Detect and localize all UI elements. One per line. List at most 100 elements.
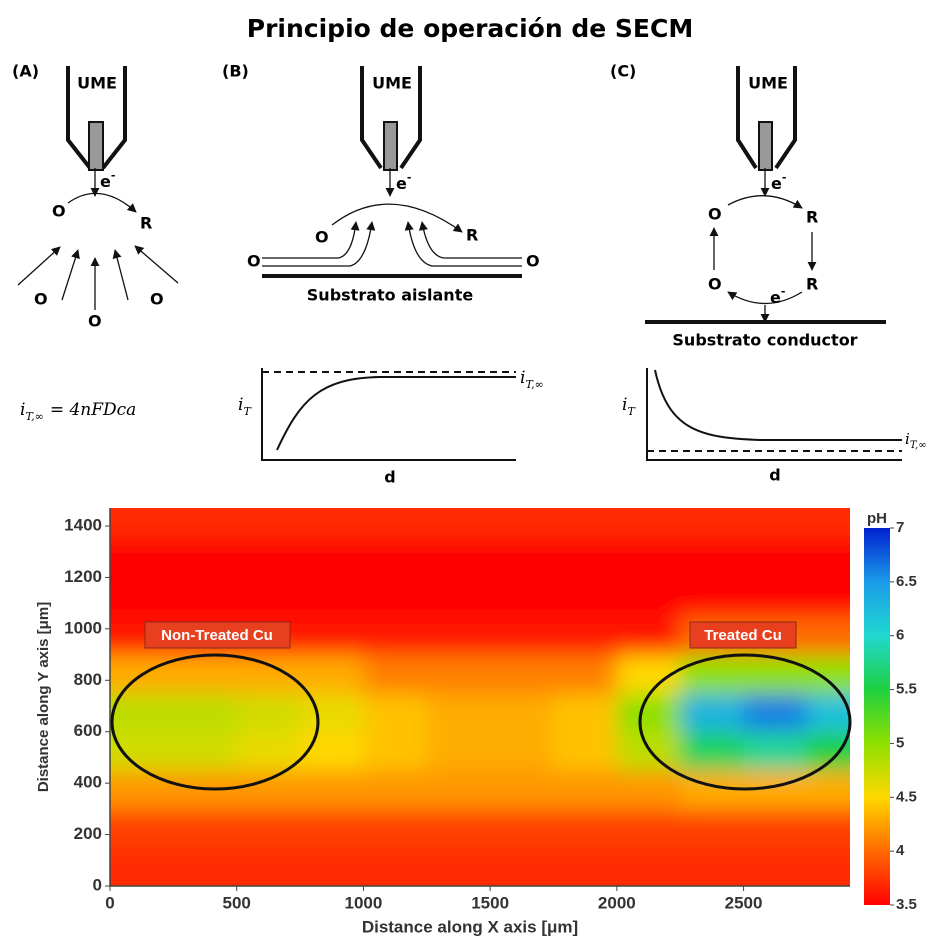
heat-cell	[363, 770, 428, 810]
arrow	[67, 192, 137, 213]
species: O	[150, 290, 164, 309]
heat-cell	[236, 693, 301, 733]
heat-cell	[426, 654, 491, 694]
heat-cell	[806, 577, 850, 617]
limit-label: iT,∞	[905, 430, 927, 451]
heat-cell	[490, 577, 554, 617]
heat-cell	[743, 808, 808, 848]
y-tick-label: 1400	[64, 515, 102, 534]
heat-cell	[553, 808, 618, 848]
heat-cell	[490, 693, 554, 733]
heat-cell	[173, 847, 238, 886]
heat-cell	[553, 770, 618, 810]
heat-cell	[363, 616, 428, 656]
x-tick-label: 2500	[725, 893, 763, 912]
heat-cell	[490, 508, 554, 540]
x-label: d	[384, 468, 395, 487]
heat-cell	[806, 538, 850, 578]
heat-cell	[553, 616, 618, 656]
panel-a: (A) UME e- O R O O O iT,∞ = 4nFDca	[12, 62, 179, 423]
y-tick-label: 800	[74, 670, 102, 689]
y-label-sub: T	[243, 405, 252, 418]
x-tick-label: 1000	[345, 893, 383, 912]
heat-cell	[743, 538, 808, 578]
x-label: d	[769, 466, 780, 485]
limit-label-sub: T,∞	[910, 440, 927, 451]
heat-cell	[426, 847, 491, 886]
electron: e-	[771, 171, 786, 193]
heat-cell	[680, 808, 745, 848]
heat-cell	[553, 538, 618, 578]
limit-label-base: i	[520, 368, 525, 388]
panel-label: (A)	[12, 62, 39, 81]
x-tick-label: 1500	[471, 893, 509, 912]
heat-cell	[553, 654, 618, 694]
cycle-arrows	[709, 195, 817, 323]
panel-label: (B)	[222, 62, 249, 81]
colorbar	[864, 528, 890, 905]
heat-cell	[490, 770, 554, 810]
electron-base: e	[770, 288, 781, 307]
heat-cell	[806, 808, 850, 848]
current-curve	[654, 369, 902, 441]
colorbar-tick-label: 7	[896, 519, 904, 536]
heat-cell	[173, 693, 238, 733]
heat-cell	[236, 770, 301, 810]
heat-cell	[806, 654, 850, 694]
annotation-box	[144, 621, 291, 649]
heat-cell	[806, 616, 850, 656]
heat-cell	[110, 770, 174, 810]
heat-cell	[553, 577, 618, 617]
species: O	[34, 290, 48, 309]
heat-cell	[236, 808, 301, 848]
limit-label: iT,∞	[520, 368, 544, 391]
heat-cell	[363, 693, 428, 733]
heatmap: Non-Treated Cu Treated Cu Distance along…	[35, 508, 917, 936]
electron-sup: -	[111, 169, 116, 182]
heat-cell	[110, 538, 174, 578]
species: R	[806, 208, 818, 227]
heat-cell	[300, 616, 364, 656]
species: R	[466, 226, 478, 245]
heat-cell	[806, 770, 850, 810]
species: O	[247, 252, 261, 271]
heat-cell	[616, 808, 681, 848]
heat-cell	[426, 538, 491, 578]
heat-cell	[363, 654, 428, 694]
formula-sub: T,∞	[25, 410, 43, 423]
heat-cell	[300, 847, 364, 886]
heat-cell	[743, 508, 808, 540]
diffusion-arrows	[17, 245, 179, 310]
electron-base: e	[396, 174, 407, 193]
y-label-base: i	[238, 395, 243, 415]
electron-sup: -	[782, 171, 787, 184]
heat-cell	[426, 770, 491, 810]
heat-cell	[300, 731, 364, 771]
plot-axes	[261, 368, 516, 461]
species: R	[140, 214, 152, 233]
heat-cell	[173, 731, 238, 771]
colorbar-tick-label: 6	[896, 627, 904, 644]
colorbar-tick-label: 5	[896, 734, 904, 751]
heat-cell	[236, 731, 301, 771]
heat-cell	[616, 693, 681, 733]
electrode	[736, 66, 797, 170]
heat-cell	[616, 847, 681, 886]
heat-cell	[173, 808, 238, 848]
electron: e-	[396, 171, 411, 193]
heat-cell	[300, 770, 364, 810]
heat-cell	[173, 577, 238, 617]
region-outline	[638, 653, 852, 791]
electrode-label: UME	[748, 74, 788, 93]
colorbar-label: pH	[867, 510, 887, 527]
substrate-label: Substrato conductor	[672, 331, 857, 350]
heat-cell	[426, 731, 491, 771]
species: O	[526, 252, 540, 271]
limit-label-base: i	[905, 430, 910, 448]
heat-cell	[553, 508, 618, 540]
formula-rhs: = 4nFDca	[50, 400, 137, 420]
heat-cell	[680, 731, 745, 771]
colorbar-tick-label: 4	[896, 842, 905, 859]
cells	[110, 508, 850, 886]
